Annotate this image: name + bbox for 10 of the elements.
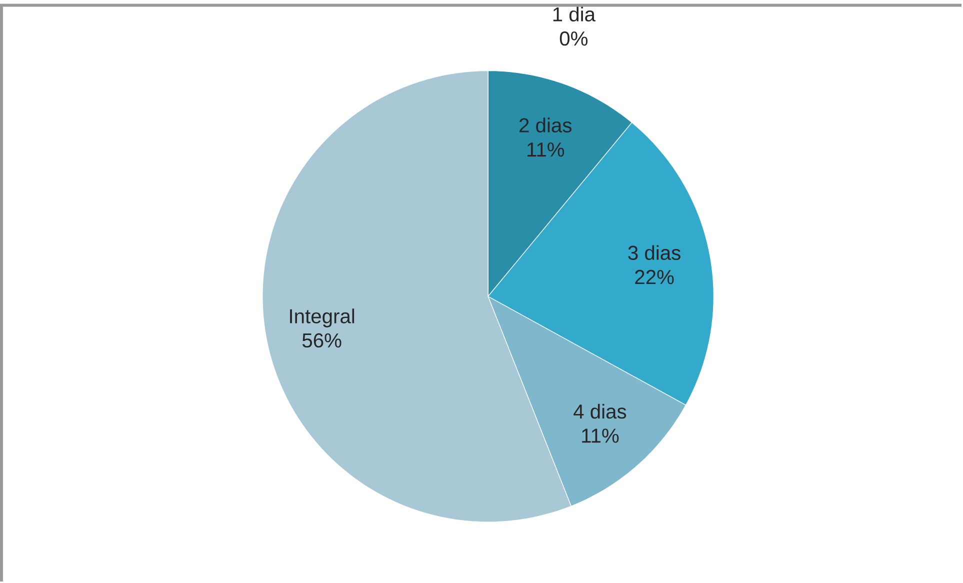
- data-label: 22%: [635, 270, 674, 284]
- category-label: 1 dia: [553, 6, 596, 22]
- data-label: 11%: [582, 428, 619, 443]
- data-label: 11%: [528, 142, 564, 157]
- slice-label: Integral: [290, 308, 354, 328]
- text: 0%: [560, 31, 588, 46]
- slice-label: 3 dias: [628, 245, 680, 260]
- data-label: 56%: [302, 333, 342, 348]
- slice-label: 4 dias: [574, 404, 626, 419]
- slice-label: 2 dias: [520, 118, 572, 133]
